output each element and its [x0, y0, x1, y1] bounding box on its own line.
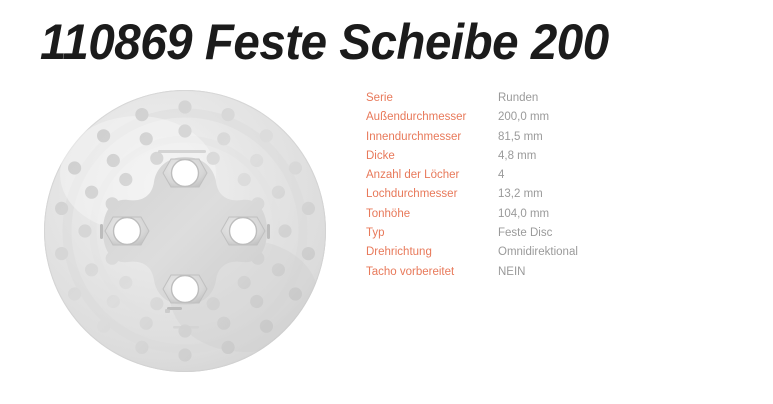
- spec-row-serie: Serie Runden: [366, 89, 746, 108]
- spec-row-anzahl-der-loecher: Anzahl der Löcher 4: [366, 166, 746, 185]
- spec-label-aussendurchmesser: Außendurchmesser: [366, 111, 467, 124]
- spec-row-tacho-vorbereitet: Tacho vorbereitet NEIN: [366, 263, 746, 282]
- spec-value-lochdurchmesser: 13,2 mm: [498, 188, 543, 201]
- brake-disc-illustration: [43, 89, 327, 373]
- spec-row-lochdurchmesser: Lochdurchmesser 13,2 mm: [366, 185, 746, 204]
- engraving-slot-right: [267, 224, 270, 239]
- spec-label-typ: Typ: [366, 227, 385, 240]
- mounting-boss-group: [104, 158, 266, 304]
- specifications-table: Serie Runden Außendurchmesser 200,0 mm I…: [366, 89, 746, 282]
- spec-row-drehrichtung: Drehrichtung Omnidirektional: [366, 243, 746, 262]
- spec-value-serie: Runden: [498, 92, 539, 104]
- spec-value-drehrichtung: Omnidirektional: [498, 246, 578, 259]
- page-title: 110869 Feste Scheibe 200: [40, 14, 609, 70]
- spec-label-lochdurchmesser: Lochdurchmesser: [366, 188, 458, 201]
- spec-label-tonhoehe: Tonhöhe: [366, 207, 411, 220]
- spec-row-typ: Typ Feste Disc: [366, 224, 746, 243]
- spec-value-aussendurchmesser: 200,0 mm: [498, 111, 550, 124]
- mounting-boss-bottom: [162, 274, 208, 304]
- engraving-mark-bottom: [173, 326, 199, 329]
- spec-value-tacho-vorbereitet: NEIN: [498, 265, 526, 278]
- mounting-boss-left: [104, 216, 150, 246]
- spec-row-dicke: Dicke 4,8 mm: [366, 147, 746, 166]
- mounting-boss-right: [220, 216, 266, 246]
- disc-body: [43, 89, 327, 373]
- spec-label-dicke: Dicke: [366, 149, 395, 162]
- spec-row-innendurchmesser: Innendurchmesser 81,5 mm: [366, 128, 746, 147]
- spec-label-serie: Serie: [366, 92, 393, 104]
- spec-row-aussendurchmesser: Außendurchmesser 200,0 mm: [366, 108, 746, 127]
- spec-value-anzahl-der-loecher: 4: [498, 169, 505, 182]
- engraving-mark-bottom-dot: [165, 309, 170, 313]
- spec-label-anzahl-der-loecher: Anzahl der Löcher: [366, 169, 460, 182]
- spec-value-dicke: 4,8 mm: [498, 149, 537, 162]
- engraving-slot-bottom: [167, 307, 182, 310]
- engraving-slot-left: [100, 224, 103, 239]
- engraving-mark-top: [158, 150, 206, 153]
- spec-value-typ: Feste Disc: [498, 227, 553, 240]
- product-image-brake-disc: [30, 78, 340, 388]
- spec-value-tonhoehe: 104,0 mm: [498, 207, 550, 220]
- spec-label-innendurchmesser: Innendurchmesser: [366, 130, 462, 143]
- mounting-boss-top: [162, 158, 208, 188]
- spec-row-tonhoehe: Tonhöhe 104,0 mm: [366, 205, 746, 224]
- spec-label-drehrichtung: Drehrichtung: [366, 246, 432, 259]
- spec-value-innendurchmesser: 81,5 mm: [498, 130, 543, 143]
- spec-label-tacho-vorbereitet: Tacho vorbereitet: [366, 265, 455, 278]
